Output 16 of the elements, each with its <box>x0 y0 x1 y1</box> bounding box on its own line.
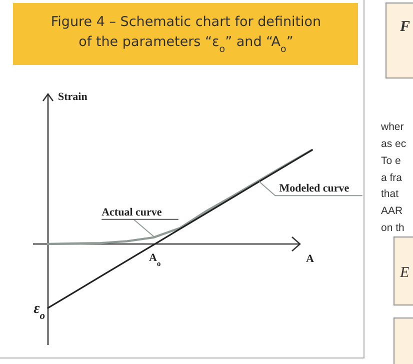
series-label: Actual curve <box>102 206 162 218</box>
text: E <box>399 265 410 281</box>
annotation: A$_{o}$ <box>148 252 161 268</box>
annotation: ε$_{o}$ <box>34 300 45 322</box>
text: as ec <box>381 138 406 150</box>
text: To e <box>381 155 402 167</box>
x-axis-title: A <box>306 253 314 265</box>
text: wher <box>380 121 404 133</box>
text: AAR <box>381 205 404 217</box>
y-axis-title: Strain <box>58 91 88 103</box>
text: that <box>381 188 399 200</box>
text: a fra <box>381 172 402 184</box>
text: on th <box>381 222 405 234</box>
text: F <box>399 19 410 35</box>
series-label: Modeled curve <box>279 182 350 195</box>
chart-title: Figure 4 – Schematic chart for definition of the parameters “ε$_{o}$” and “A$_{o}$” <box>50 14 322 54</box>
